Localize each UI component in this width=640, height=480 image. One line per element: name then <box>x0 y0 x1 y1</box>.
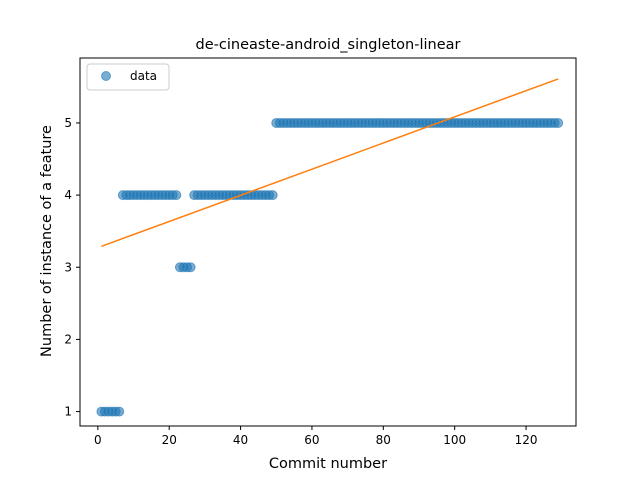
y-tick-label: 2 <box>64 332 72 346</box>
legend-box <box>86 63 170 91</box>
x-axis-label: Commit number <box>269 456 387 472</box>
x-tick-label: 100 <box>443 433 466 447</box>
data-point-5 <box>114 406 125 417</box>
chart-title: de-cineaste-android_singleton-linear <box>196 37 461 53</box>
x-tick-label: 60 <box>304 433 319 447</box>
y-tick-label: 5 <box>64 116 72 130</box>
x-tick-label: 120 <box>515 433 538 447</box>
legend-marker-data <box>101 71 111 81</box>
x-tick-label: 80 <box>376 433 391 447</box>
legend: data <box>86 63 170 91</box>
fit-line <box>101 78 559 248</box>
x-tick-label: 20 <box>162 433 177 447</box>
y-tick-label: 4 <box>64 188 72 202</box>
data-point-21 <box>171 190 182 201</box>
axes-frame <box>79 57 577 427</box>
y-tick-label: 1 <box>64 405 72 419</box>
data-point-25 <box>185 262 196 273</box>
x-tick-label: 0 <box>94 433 102 447</box>
y-tick-label: 3 <box>64 260 72 274</box>
y-axis-label: Number of instance of a feature <box>39 125 55 357</box>
plot-area: 0 20 40 60 80 100 120 1 2 3 4 5 <box>64 57 577 447</box>
legend-label-data: data <box>130 69 157 83</box>
data-point-48 <box>267 190 278 201</box>
data-point-128 <box>553 117 564 128</box>
x-tick-label: 40 <box>233 433 248 447</box>
